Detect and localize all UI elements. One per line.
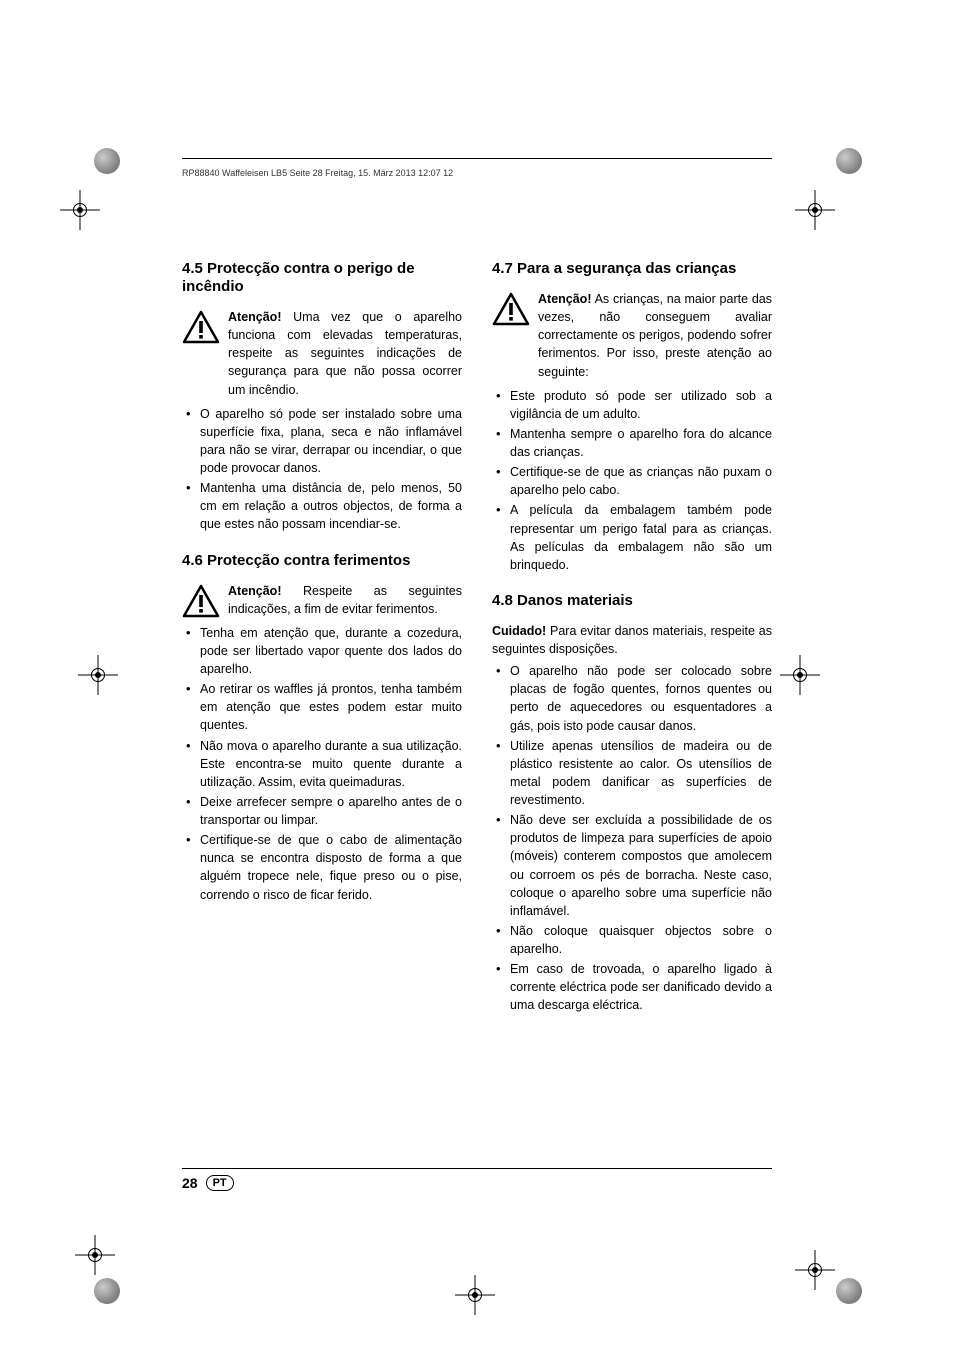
footer-rule	[182, 1168, 772, 1169]
page-footer: 28 PT	[182, 1168, 772, 1191]
list-item: Não coloque quaisquer objectos sobre o a…	[492, 922, 772, 958]
list-item: Deixe arrefecer sempre o aparelho antes …	[182, 793, 462, 829]
reg-mark-mid-right	[780, 655, 820, 695]
list-item: Certifique-se de que o cabo de alimentaç…	[182, 831, 462, 904]
corner-ball-br	[836, 1278, 862, 1304]
list-item: Não mova o aparelho durante a sua utiliz…	[182, 737, 462, 791]
list-item: Mantenha uma distância de, pelo menos, 5…	[182, 479, 462, 533]
heading-4-8: 4.8 Danos materiais	[492, 592, 772, 610]
reg-mark-mid-left	[78, 655, 118, 695]
list-4-6: Tenha em atenção que, durante a cozedura…	[182, 624, 462, 904]
warning-icon	[492, 292, 530, 326]
corner-ball-tr	[836, 148, 862, 174]
left-column: 4.5 Protecção contra o perigo de incêndi…	[182, 260, 462, 1033]
list-4-7: Este produto só pode ser utilizado sob a…	[492, 387, 772, 574]
list-item: Em caso de trovoada, o aparelho ligado à…	[492, 960, 772, 1014]
list-item: Não deve ser excluída a possibilidade de…	[492, 811, 772, 920]
section-4-7: 4.7 Para a segurança das crianças Atençã…	[492, 260, 772, 574]
heading-4-6: 4.6 Protecção contra ferimentos	[182, 552, 462, 570]
warning-4-5-lead: Atenção!	[228, 310, 281, 324]
right-column: 4.7 Para a segurança das crianças Atençã…	[492, 260, 772, 1033]
reg-mark-top-right	[795, 190, 835, 230]
reg-mark-top-left	[60, 190, 100, 230]
para-4-8: Cuidado! Para evitar danos materiais, re…	[492, 622, 772, 658]
page-content: 4.5 Protecção contra o perigo de incêndi…	[182, 165, 772, 1033]
list-4-8: O aparelho não pode ser colocado sobre p…	[492, 662, 772, 1014]
header-rule	[182, 158, 772, 159]
warning-4-6-text: Atenção! Respeite as seguintes indicaçõe…	[228, 582, 462, 618]
warning-icon	[182, 584, 220, 618]
corner-ball-tl	[94, 148, 120, 174]
warning-icon	[182, 310, 220, 344]
heading-4-5: 4.5 Protecção contra o perigo de incêndi…	[182, 260, 462, 296]
list-item: Tenha em atenção que, durante a cozedura…	[182, 624, 462, 678]
language-badge: PT	[206, 1175, 234, 1191]
list-item: Este produto só pode ser utilizado sob a…	[492, 387, 772, 423]
para-4-8-lead: Cuidado!	[492, 624, 546, 638]
list-4-5: O aparelho só pode ser instalado sobre u…	[182, 405, 462, 534]
list-item: Certifique-se de que as crianças não pux…	[492, 463, 772, 499]
section-4-8: 4.8 Danos materiais Cuidado! Para evitar…	[492, 592, 772, 1015]
warning-4-5-text: Atenção! Uma vez que o aparelho funciona…	[228, 308, 462, 399]
list-item: O aparelho não pode ser colocado sobre p…	[492, 662, 772, 735]
warning-4-7-lead: Atenção!	[538, 292, 591, 306]
page-number: 28	[182, 1175, 198, 1191]
section-4-6: 4.6 Protecção contra ferimentos Atenção!…	[182, 552, 462, 904]
list-item: O aparelho só pode ser instalado sobre u…	[182, 405, 462, 478]
warning-4-7-text: Atenção! As crianças, na maior parte das…	[538, 290, 772, 381]
reg-mark-bot-right	[795, 1250, 835, 1290]
reg-mark-bot-left	[75, 1235, 115, 1275]
corner-ball-bl	[94, 1278, 120, 1304]
list-item: Ao retirar os waffles já prontos, tenha …	[182, 680, 462, 734]
warning-4-6-lead: Atenção!	[228, 584, 281, 598]
heading-4-7: 4.7 Para a segurança das crianças	[492, 260, 772, 278]
section-4-5: 4.5 Protecção contra o perigo de incêndi…	[182, 260, 462, 534]
list-item: A película da embalagem também pode repr…	[492, 501, 772, 574]
list-item: Utilize apenas utensílios de madeira ou …	[492, 737, 772, 810]
list-item: Mantenha sempre o aparelho fora do alcan…	[492, 425, 772, 461]
reg-mark-bot-mid	[455, 1275, 495, 1315]
